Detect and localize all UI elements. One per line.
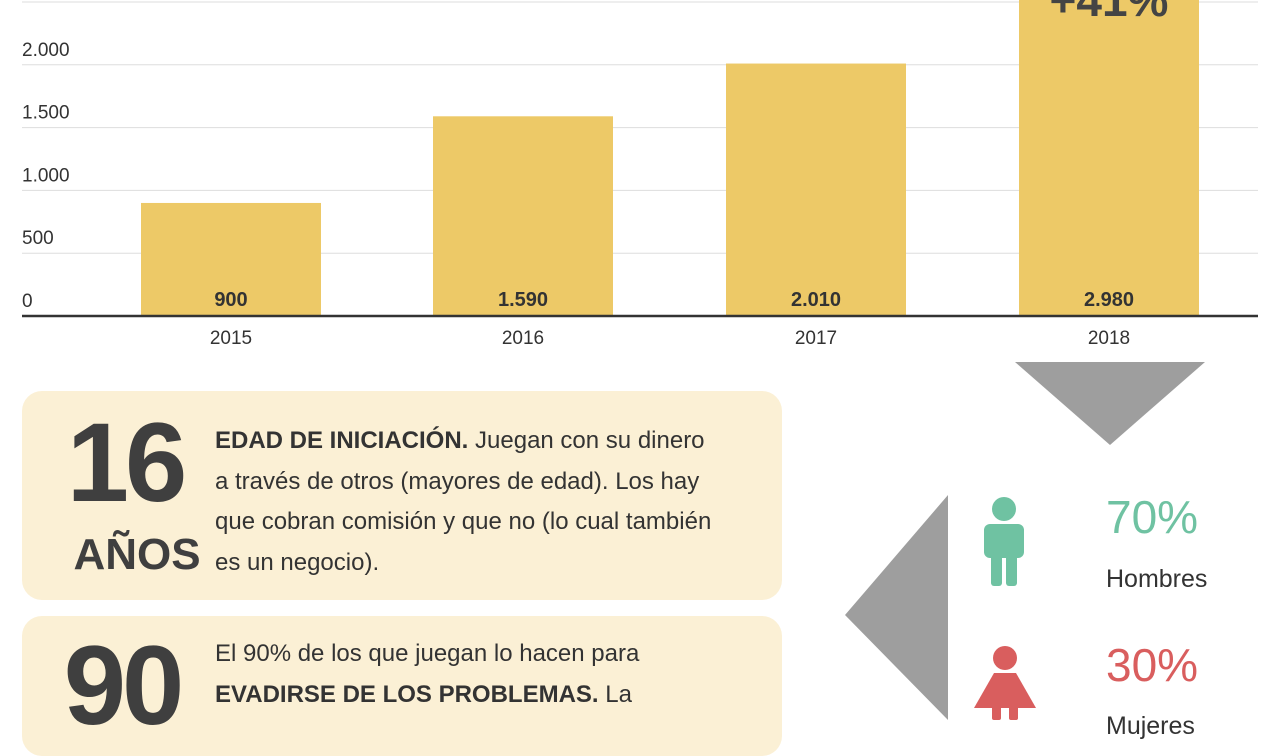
y-axis-ticks: 0 500 1.000 1.500 2.000 <box>22 40 70 312</box>
x-category-label: 2017 <box>795 328 837 349</box>
x-axis-labels: 2015 2016 2017 2018 <box>210 328 1130 349</box>
left-arrow-icon <box>845 495 948 720</box>
bar-chart: 900 1.590 2.010 2.980 0 500 1.000 1.500 2.000 2… <box>22 0 1258 349</box>
age-number: 16 <box>66 400 188 525</box>
bar-value-label: 2.010 <box>791 289 841 311</box>
y-tick-label: 1.000 <box>22 165 70 186</box>
percent-text-bold: EVADIRSE DE LOS PROBLEMAS. <box>215 680 599 708</box>
percent-description: El 90% de los que juegan lo hacen para E… <box>215 634 715 715</box>
x-category-label: 2016 <box>502 328 544 349</box>
percent-text-end: La <box>598 680 632 708</box>
women-percentage: 30% <box>1106 639 1199 691</box>
y-tick-label: 1.500 <box>22 103 70 124</box>
bar <box>1019 0 1199 316</box>
bar <box>726 63 906 316</box>
y-tick-label: 500 <box>22 228 54 249</box>
woman-icon <box>974 646 1036 720</box>
bar-value-label: 2.980 <box>1084 289 1134 311</box>
man-icon <box>984 497 1024 586</box>
y-tick-label: 0 <box>22 291 33 312</box>
y-tick-label: 2.000 <box>22 40 70 61</box>
growth-callout: +41% <box>1050 0 1169 26</box>
age-description: EDAD DE INICIACIÓN. Juegan con su dinero… <box>215 421 715 583</box>
bars: 900 1.590 2.010 2.980 <box>141 0 1199 317</box>
bar-value-label: 900 <box>214 289 247 311</box>
percent-number: 90 <box>63 623 185 748</box>
percent-card: 90 El 90% de los que juegan lo hacen par… <box>22 616 782 756</box>
bar <box>433 116 613 317</box>
age-unit: AÑOS <box>73 530 201 579</box>
x-category-label: 2018 <box>1088 328 1130 349</box>
women-label: Mujeres <box>1106 712 1195 740</box>
down-arrow-icon <box>1015 362 1205 445</box>
age-card: 16 AÑOS EDAD DE INICIACIÓN. Juegan con s… <box>22 391 782 600</box>
x-category-label: 2015 <box>210 328 252 349</box>
bar-value-label: 1.590 <box>498 289 548 311</box>
men-label: Hombres <box>1106 565 1208 593</box>
percent-text-start: El 90% de los que juegan lo hacen para <box>215 640 640 667</box>
bar <box>141 202 321 316</box>
age-text-body: Juegan con su dinero a través de otros (… <box>215 427 712 576</box>
age-text-bold: EDAD DE INICIACIÓN. <box>215 427 469 454</box>
men-percentage: 70% <box>1106 491 1199 543</box>
